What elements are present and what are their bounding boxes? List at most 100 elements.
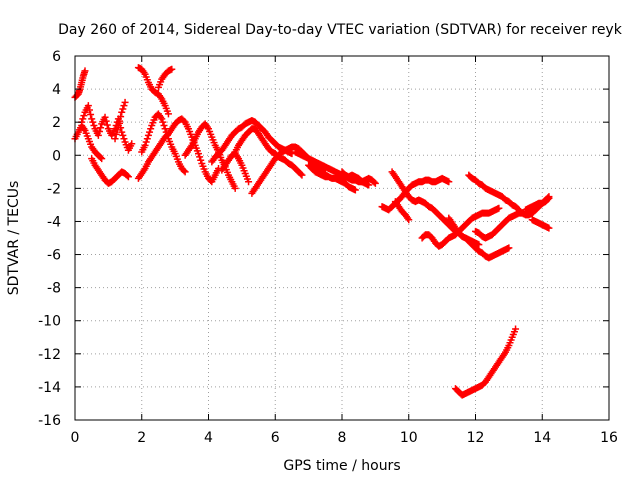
data-point (87, 110, 95, 118)
x-axis-label: GPS time / hours (283, 458, 400, 474)
data-point (161, 125, 169, 133)
data-point (141, 141, 149, 149)
data-point (94, 131, 102, 139)
data-point (120, 102, 128, 110)
data-point (365, 181, 373, 189)
y-tick-label: 0 (52, 148, 61, 164)
series-arc-13 (248, 143, 329, 197)
data-point (89, 118, 97, 126)
data-point (117, 113, 125, 121)
data-point (90, 121, 98, 129)
data-point (545, 194, 553, 202)
data-point (121, 98, 129, 106)
data-point (545, 224, 553, 232)
data-point (505, 244, 513, 252)
data-point (197, 156, 205, 164)
series-arc-7 (154, 65, 176, 91)
data-point (128, 140, 136, 148)
x-tick-label: 16 (600, 430, 618, 446)
data-point (351, 186, 359, 194)
data-point (114, 121, 122, 129)
data-point (298, 171, 306, 179)
data-point (80, 112, 88, 120)
x-tick-label: 12 (467, 430, 485, 446)
data-point (146, 128, 154, 136)
series-arc-4 (88, 155, 132, 187)
data-point (515, 206, 523, 214)
series-arc-22 (445, 214, 513, 262)
series-arc-8 (138, 110, 189, 176)
data-point (168, 65, 176, 73)
data-point (159, 118, 167, 126)
data-point (101, 113, 109, 121)
data-point (113, 126, 121, 134)
y-tick-label: -14 (38, 380, 61, 396)
data-point (85, 106, 93, 114)
data-point (245, 178, 253, 186)
x-tick-label: 14 (533, 430, 551, 446)
data-point (194, 150, 202, 158)
y-tick-label: -2 (47, 181, 61, 197)
data-point (102, 117, 110, 125)
series-arc-25 (522, 194, 553, 214)
data-point (297, 170, 305, 178)
data-point (111, 135, 119, 143)
data-point (142, 138, 150, 146)
y-tick-label: -16 (38, 413, 61, 429)
data-point (118, 108, 126, 116)
data-point (514, 205, 522, 213)
data-point (371, 179, 379, 187)
data-point (512, 325, 520, 333)
data-point (95, 128, 103, 136)
x-tick-label: 0 (71, 430, 80, 446)
data-point (495, 204, 503, 212)
series-arc-26 (528, 216, 553, 232)
data-point (112, 130, 120, 138)
data-point (81, 67, 89, 75)
data-point (445, 178, 453, 186)
series-arc-14 (218, 150, 253, 186)
series-arc-16 (305, 161, 359, 194)
data-point (475, 241, 483, 249)
data-point (544, 195, 552, 203)
x-tick-label: 10 (400, 430, 418, 446)
data-point (123, 172, 131, 180)
data-point (98, 155, 106, 163)
y-tick-label: -10 (38, 314, 61, 330)
data-point (370, 178, 378, 186)
data-point (79, 115, 87, 123)
chart-title: Day 260 of 2014, Sidereal Day-to-day VTE… (58, 22, 623, 38)
y-tick-label: 2 (52, 115, 61, 131)
axis-ticks: 0 2 4 6 8 10 12 14 16 -16 -14 -12 -10 -8 -6 -4 -2 0 2 4 6 (38, 49, 618, 446)
data-point (116, 117, 123, 125)
data-point (196, 153, 204, 161)
series-arc-6 (134, 64, 172, 118)
data-marks (71, 64, 553, 399)
data-point (405, 216, 413, 224)
data-point (160, 121, 168, 129)
data-point (124, 173, 132, 181)
data-point (84, 102, 92, 110)
series-arc-5 (111, 98, 129, 143)
y-tick-label: -12 (38, 347, 61, 363)
data-point (158, 115, 166, 123)
y-tick-label: -6 (47, 248, 61, 264)
x-tick-label: 2 (137, 430, 146, 446)
grid (74, 55, 610, 421)
x-tick-label: 6 (271, 430, 280, 446)
data-point (97, 153, 105, 161)
series-arc-24 (465, 171, 523, 214)
data-point (231, 184, 239, 192)
data-point (164, 110, 172, 118)
data-point (88, 115, 96, 123)
y-tick-label: 4 (52, 82, 61, 98)
y-axis-label: SDTVAR / TECUs (6, 181, 22, 296)
data-point (147, 125, 155, 133)
data-point (144, 131, 152, 139)
data-point (119, 131, 127, 139)
data-point (103, 121, 111, 129)
series-arc-3 (78, 102, 136, 154)
data-point (180, 167, 188, 175)
